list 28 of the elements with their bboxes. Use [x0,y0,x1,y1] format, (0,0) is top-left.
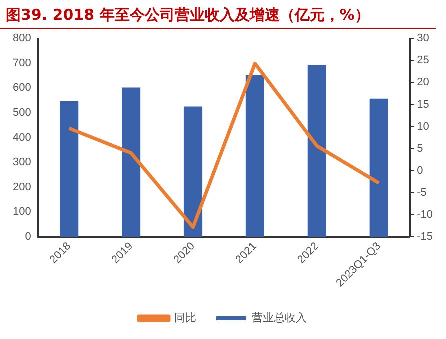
y2-tick-label: 25 [417,54,430,67]
y-tick-label: 500 [12,107,32,120]
y2-tick-label: 15 [417,98,430,111]
legend-label: 营业总收入 [252,312,307,325]
y-tick-label: 0 [25,231,32,244]
y2-tick-label: -5 [417,186,427,199]
bar [122,88,141,238]
bar [308,65,326,238]
bar [246,76,264,238]
bar [370,98,388,238]
legend-label: 同比 [174,312,196,325]
y2-tick-label: 20 [417,76,430,89]
chart-title: 图39. 2018 年至今公司营业收入及增速（亿元，%） [0,0,436,29]
y-tick-label: 300 [12,156,32,169]
y-tick-label: 200 [12,181,32,194]
y-tick-label: 400 [12,132,32,144]
y2-tick-label: 0 [417,164,424,177]
y2-tick-label: -10 [417,209,434,222]
y-tick-label: 600 [12,82,32,94]
y-tick-label: 700 [12,57,32,70]
y2-tick-label: -15 [417,231,434,244]
y-tick-label: 800 [12,32,32,45]
bar [184,106,203,238]
y2-tick-label: 5 [417,142,424,155]
y2-tick-label: 30 [417,32,430,45]
y2-tick-label: 10 [417,120,430,133]
y-tick-label: 100 [12,206,32,218]
bar [60,101,79,238]
